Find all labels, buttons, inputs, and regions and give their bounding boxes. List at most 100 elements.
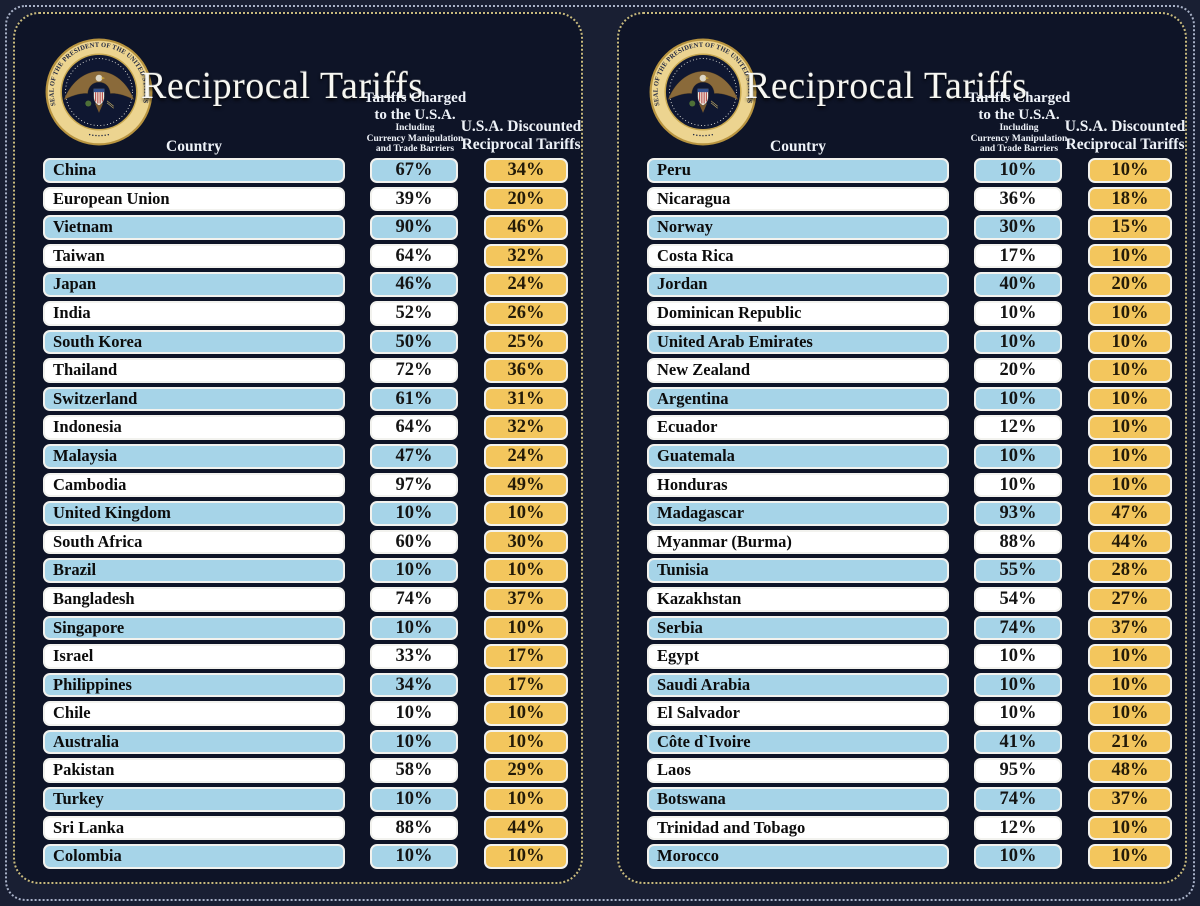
charged-tariff-cell: 20%: [974, 358, 1062, 383]
discounted-tariff-cell: 10%: [484, 501, 568, 526]
table-row: Côte d`Ivoire 41% 21%: [647, 729, 1172, 755]
charged-tariff-cell: 34%: [370, 672, 458, 698]
charged-tariff-cell: 90%: [370, 215, 458, 240]
table-row: South Korea 50% 25%: [43, 329, 568, 355]
charged-tariff-cell: 40%: [974, 272, 1062, 297]
country-cell: Guatemala: [647, 443, 949, 469]
column-header-charged: Tariffs Charged to the U.S.A. Including …: [949, 90, 1089, 155]
discounted-tariff-cell: 10%: [1088, 300, 1172, 326]
charged-tariff-cell: 88%: [974, 529, 1062, 555]
discounted-header-line2: Reciprocal Tariffs: [1065, 135, 1185, 153]
charged-tariff-cell: 10%: [974, 386, 1062, 412]
charged-tariff-cell: 61%: [370, 386, 458, 412]
discounted-tariff-cell: 31%: [484, 386, 568, 412]
country-cell: El Salvador: [647, 701, 949, 726]
charged-tariff-cell: 10%: [974, 844, 1062, 869]
country-cell: Argentina: [647, 386, 949, 412]
discounted-tariff-cell: 47%: [1088, 501, 1172, 526]
discounted-tariff-cell: 15%: [1088, 215, 1172, 240]
discounted-tariff-cell: 10%: [1088, 329, 1172, 355]
discounted-tariff-cell: 10%: [1088, 701, 1172, 726]
discounted-tariff-cell: 10%: [1088, 844, 1172, 869]
table-row: Myanmar (Burma) 88% 44%: [647, 529, 1172, 555]
discounted-header-line2: Reciprocal Tariffs: [461, 135, 581, 153]
svg-text:• • • • • • •: • • • • • • •: [692, 132, 714, 139]
table-row: Saudi Arabia 10% 10%: [647, 672, 1172, 698]
discounted-tariff-cell: 10%: [484, 701, 568, 726]
table-row: Trinidad and Tobago 12% 10%: [647, 815, 1172, 841]
discounted-tariff-cell: 10%: [1088, 472, 1172, 498]
table-row: Jordan 40% 20%: [647, 272, 1172, 297]
panel-title: Reciprocal Tariffs: [141, 65, 424, 107]
charged-tariff-cell: 10%: [974, 300, 1062, 326]
table-row: Malaysia 47% 24%: [43, 443, 568, 469]
table-row: Brazil 10% 10%: [43, 558, 568, 583]
discounted-tariff-cell: 10%: [1088, 644, 1172, 669]
table-row: United Arab Emirates 10% 10%: [647, 329, 1172, 355]
discounted-tariff-cell: 10%: [1088, 443, 1172, 469]
table-row: New Zealand 20% 10%: [647, 358, 1172, 383]
table-row: Serbia 74% 37%: [647, 615, 1172, 641]
charged-header-sub1: Including: [999, 123, 1039, 133]
country-cell: Tunisia: [647, 558, 949, 583]
charged-tariff-cell: 36%: [974, 186, 1062, 212]
charged-tariff-cell: 30%: [974, 215, 1062, 240]
country-cell: New Zealand: [647, 358, 949, 383]
country-cell: South Korea: [43, 329, 345, 355]
discounted-tariff-cell: 10%: [484, 787, 568, 812]
country-cell: Myanmar (Burma): [647, 529, 949, 555]
country-cell: Egypt: [647, 644, 949, 669]
charged-tariff-cell: 74%: [974, 787, 1062, 812]
table-row: United Kingdom 10% 10%: [43, 501, 568, 526]
charged-tariff-cell: 10%: [974, 644, 1062, 669]
charged-tariff-cell: 10%: [370, 615, 458, 641]
seal-ring-dots: • • • • • • •: [692, 132, 714, 139]
charged-tariff-cell: 74%: [974, 615, 1062, 641]
charged-tariff-cell: 55%: [974, 558, 1062, 583]
discounted-tariff-cell: 10%: [1088, 243, 1172, 269]
charged-tariff-cell: 33%: [370, 644, 458, 669]
country-cell: United Arab Emirates: [647, 329, 949, 355]
column-header-discounted: U.S.A. Discounted Reciprocal Tariffs: [455, 118, 587, 153]
charged-tariff-cell: 10%: [974, 672, 1062, 698]
discounted-tariff-cell: 44%: [1088, 529, 1172, 555]
table-row: Vietnam 90% 46%: [43, 215, 568, 240]
charged-tariff-cell: 10%: [974, 443, 1062, 469]
charged-tariff-cell: 41%: [974, 729, 1062, 755]
table-row: Singapore 10% 10%: [43, 615, 568, 641]
charged-tariff-cell: 72%: [370, 358, 458, 383]
panel-title: Reciprocal Tariffs: [745, 65, 1028, 107]
discounted-tariff-cell: 37%: [1088, 615, 1172, 641]
discounted-tariff-cell: 10%: [1088, 386, 1172, 412]
discounted-tariff-cell: 10%: [1088, 358, 1172, 383]
country-cell: Honduras: [647, 472, 949, 498]
country-cell: Singapore: [43, 615, 345, 641]
table-row: Nicaragua 36% 18%: [647, 186, 1172, 212]
table-row: Pakistan 58% 29%: [43, 758, 568, 784]
charged-header-sub3: and Trade Barriers: [979, 144, 1059, 154]
column-header-discounted: U.S.A. Discounted Reciprocal Tariffs: [1059, 118, 1191, 153]
discounted-tariff-cell: 10%: [1088, 415, 1172, 440]
charged-tariff-cell: 10%: [370, 501, 458, 526]
discounted-tariff-cell: 10%: [1088, 672, 1172, 698]
table-row: Turkey 10% 10%: [43, 787, 568, 812]
table-row: Dominican Republic 10% 10%: [647, 300, 1172, 326]
table-row: Peru 10% 10%: [647, 158, 1172, 183]
discounted-header-line1: U.S.A. Discounted: [460, 118, 582, 135]
discounted-tariff-cell: 10%: [484, 844, 568, 869]
country-cell: Trinidad and Tobago: [647, 815, 949, 841]
charged-tariff-cell: 54%: [974, 586, 1062, 612]
discounted-tariff-cell: 10%: [1088, 158, 1172, 183]
table-row: Indonesia 64% 32%: [43, 415, 568, 440]
discounted-header-line1: U.S.A. Discounted: [1064, 118, 1186, 135]
country-cell: Australia: [43, 729, 345, 755]
svg-text:• • • • • • •: • • • • • • •: [88, 132, 110, 139]
seal-eagle-icon: [667, 71, 739, 113]
charged-tariff-cell: 64%: [370, 415, 458, 440]
table-row: European Union 39% 20%: [43, 186, 568, 212]
country-cell: Laos: [647, 758, 949, 784]
charged-tariff-cell: 39%: [370, 186, 458, 212]
discounted-tariff-cell: 24%: [484, 443, 568, 469]
charged-tariff-cell: 58%: [370, 758, 458, 784]
charged-tariff-cell: 74%: [370, 586, 458, 612]
